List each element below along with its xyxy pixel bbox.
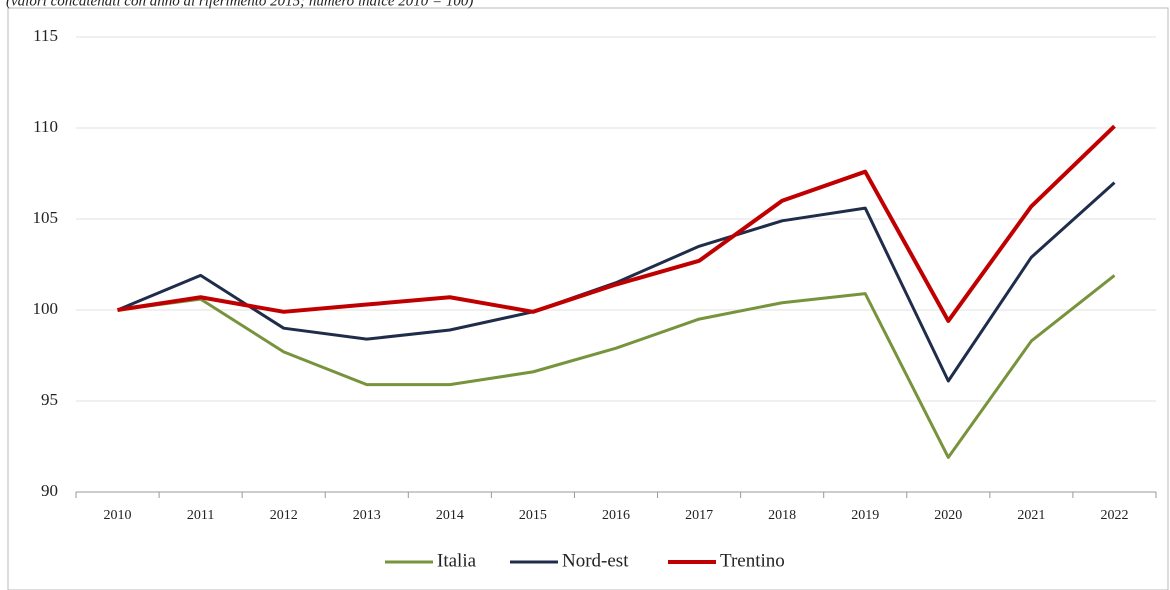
y-tick-label: 95 xyxy=(41,390,58,409)
x-tick-label: 2011 xyxy=(187,508,214,523)
frame xyxy=(7,7,1169,590)
chart-subtitle: (valori concatenati con anno di riferime… xyxy=(6,0,473,9)
y-tick-label: 105 xyxy=(33,208,59,227)
x-tick-label: 2018 xyxy=(768,508,796,523)
x-tick-label: 2014 xyxy=(436,508,464,523)
x-tick-label: 2022 xyxy=(1100,508,1128,523)
x-tick-label: 2019 xyxy=(851,508,879,523)
y-tick-label: 100 xyxy=(33,299,59,318)
y-tick-label: 90 xyxy=(41,481,58,500)
x-tick-label: 2010 xyxy=(104,508,132,523)
x-tick-label: 2016 xyxy=(602,508,630,523)
x-tick-label: 2017 xyxy=(685,508,713,523)
y-tick-label: 115 xyxy=(33,26,58,45)
y-tick-label: 110 xyxy=(33,117,58,136)
line-series xyxy=(117,124,1116,323)
legend-label: Nord-est xyxy=(562,550,629,571)
legend-label: Trentino xyxy=(720,550,785,571)
x-tick-label: 2013 xyxy=(353,508,381,523)
legend-label: Italia xyxy=(437,550,477,571)
x-tick-label: 2012 xyxy=(270,508,298,523)
x-tick-label: 2020 xyxy=(934,508,962,523)
line-series xyxy=(116,181,1116,383)
x-tick-label: 2015 xyxy=(519,508,547,523)
x-tick-label: 2021 xyxy=(1017,508,1045,523)
line-series xyxy=(117,274,1116,459)
